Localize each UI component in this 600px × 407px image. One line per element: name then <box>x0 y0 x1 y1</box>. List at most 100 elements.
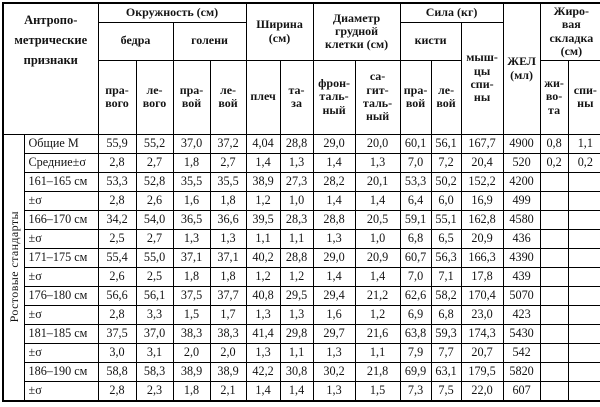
cell: 63,8 <box>399 323 432 344</box>
leaf-header-thigh-left: ле- вого <box>135 59 174 135</box>
cell: 30,2 <box>312 361 356 382</box>
cell: 1,1 <box>279 342 314 363</box>
cell: 439 <box>502 266 541 287</box>
cell: 1,3 <box>279 304 314 325</box>
cell: 29,4 <box>312 285 356 306</box>
cell: 38,9 <box>245 171 281 192</box>
cell: 7,7 <box>430 342 462 363</box>
leaf-header-back: спи- ны <box>567 59 600 135</box>
cell: 0,2 <box>567 152 600 173</box>
cell <box>567 304 600 325</box>
cell: 20,5 <box>354 209 401 230</box>
cell: 28,3 <box>279 209 314 230</box>
cell: 152,2 <box>460 171 504 192</box>
cell: 59,3 <box>430 323 462 344</box>
cell <box>539 228 569 249</box>
cell: 37,1 <box>172 247 211 268</box>
row-label: Средние±σ <box>23 152 99 173</box>
cell: 1,4 <box>312 190 356 211</box>
cell <box>539 190 569 211</box>
cell: 4580 <box>502 209 541 230</box>
row-label: 171–175 см <box>23 247 99 268</box>
leaf-header-sagittal: са- гит- таль- ный <box>354 59 401 135</box>
row-label: Общие М <box>23 133 99 154</box>
table-row: ±σ 2,8 2,6 1,6 1,8 1,2 1,0 1,4 1,4 6,4 6,0 16,9 499 <box>3 190 600 211</box>
cell: 58,3 <box>135 361 174 382</box>
table-row: 186–190 см 58,8 58,3 38,9 38,9 42,2 30,8 30,2 21… <box>3 361 600 382</box>
cell <box>539 380 569 401</box>
cell: 37,0 <box>172 133 211 154</box>
cell: 5430 <box>502 323 541 344</box>
cell: 1,5 <box>354 380 401 401</box>
cell: 56,1 <box>430 133 462 154</box>
cell: 38,3 <box>209 323 247 344</box>
row-label: ±σ <box>23 266 99 287</box>
cell: 60,7 <box>399 247 432 268</box>
cell: 55,1 <box>430 209 462 230</box>
cell: 2,8 <box>97 304 137 325</box>
cell: 7,2 <box>430 152 462 173</box>
cell: 20,7 <box>460 342 504 363</box>
cell: 0,8 <box>539 133 569 154</box>
cell: 21,8 <box>354 361 401 382</box>
cell: 6,9 <box>399 304 432 325</box>
table-row: 176–180 см 56,6 56,1 37,5 37,7 40,8 29,5 29,4 21… <box>3 285 600 306</box>
cell: 34,2 <box>97 209 137 230</box>
cell: 2,5 <box>97 228 137 249</box>
cell: 37,7 <box>209 285 247 306</box>
row-label: ±σ <box>23 190 99 211</box>
cell: 1,1 <box>245 228 281 249</box>
cell: 1,4 <box>312 266 356 287</box>
row-label: 166–170 см <box>23 209 99 230</box>
cell: 7,3 <box>399 380 432 401</box>
cell: 35,5 <box>209 171 247 192</box>
cell <box>567 190 600 211</box>
cell: 37,5 <box>97 323 137 344</box>
cell: 2,1 <box>209 380 247 401</box>
cell: 4200 <box>502 171 541 192</box>
cell: 520 <box>502 152 541 173</box>
cell: 56,6 <box>97 285 137 306</box>
cell: 1,1 <box>567 133 600 154</box>
cell: 21,6 <box>354 323 401 344</box>
cell: 1,8 <box>172 152 211 173</box>
row-label: 176–180 см <box>23 285 99 306</box>
cell: 20,9 <box>460 228 504 249</box>
cell: 29,7 <box>312 323 356 344</box>
cell: 7,0 <box>399 152 432 173</box>
cell: 29,0 <box>312 133 356 154</box>
subgroup-header-back-muscles: мыш- цы спи- ны <box>460 21 504 135</box>
cell: 16,9 <box>460 190 504 211</box>
cell <box>567 247 600 268</box>
leaf-header-pelvis: та- за <box>279 59 314 135</box>
subgroup-header-thigh: бедра <box>97 21 174 61</box>
cell: 21,2 <box>354 285 401 306</box>
leaf-header-shoulders: плеч <box>245 59 281 135</box>
cell: 607 <box>502 380 541 401</box>
cell <box>567 209 600 230</box>
cell: 52,8 <box>135 171 174 192</box>
cell: 6,0 <box>430 190 462 211</box>
cell: 7,1 <box>430 266 462 287</box>
cell: 3,1 <box>135 342 174 363</box>
cell: 23,0 <box>460 304 504 325</box>
cell: 436 <box>502 228 541 249</box>
cell: 62,6 <box>399 285 432 306</box>
cell: 1,2 <box>245 266 281 287</box>
cell: 1,4 <box>245 380 281 401</box>
cell: 1,0 <box>354 228 401 249</box>
cell: 20,0 <box>354 133 401 154</box>
table-row: Ростовые стандарты Общие М 55,9 55,2 37,0 37,… <box>2 133 600 401</box>
cell: 1,1 <box>354 342 401 363</box>
table-row: ±σ 2,5 2,7 1,3 1,3 1,1 1,1 1,3 1,0 6,8 6,5 20,9 436 <box>3 228 600 249</box>
cell: 55,0 <box>135 247 174 268</box>
cell: 35,5 <box>172 171 211 192</box>
cell: 1,3 <box>279 152 314 173</box>
row-label: ±σ <box>23 304 99 325</box>
cell: 37,2 <box>209 133 247 154</box>
cell: 56,3 <box>430 247 462 268</box>
leaf-header-hand-left: ле- вой <box>430 59 462 135</box>
cell: 20,4 <box>460 152 504 173</box>
cell: 60,1 <box>399 133 432 154</box>
cell: 28,2 <box>312 171 356 192</box>
